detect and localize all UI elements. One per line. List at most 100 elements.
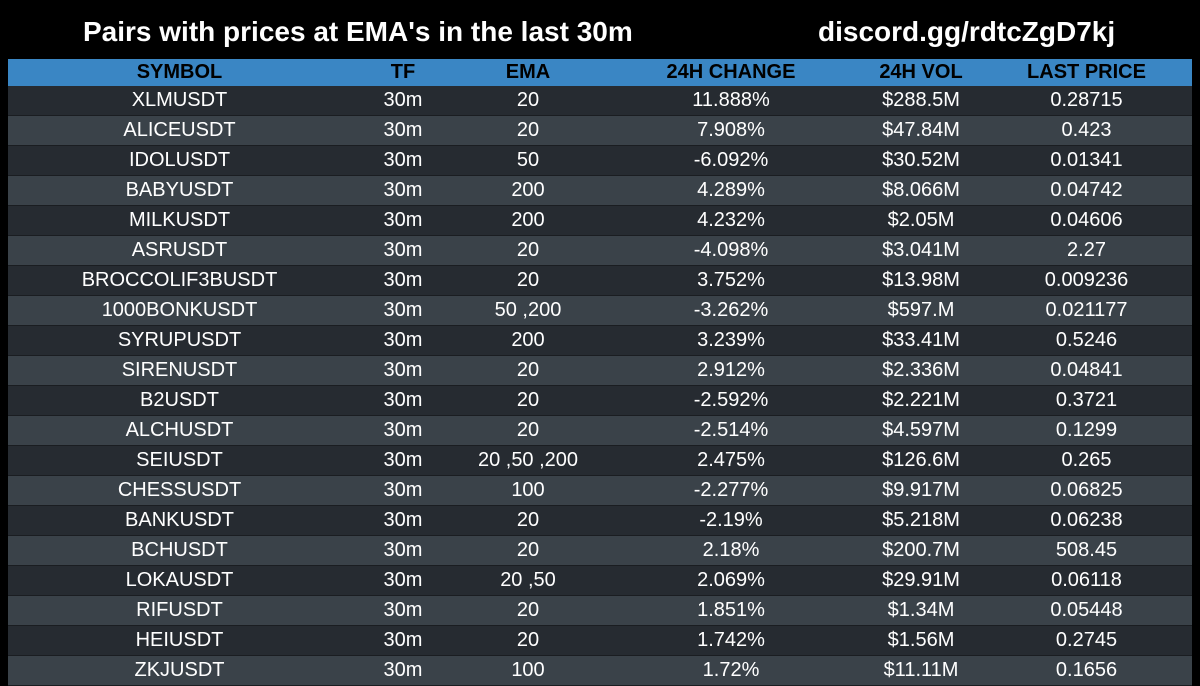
volume-cell: $288.5M [861, 86, 981, 116]
volume-cell: $33.41M [861, 325, 981, 356]
price-cell: 0.021177 [981, 295, 1192, 326]
ema-cell: 20 [455, 385, 601, 416]
ema-cell: 200 [455, 175, 601, 206]
volume-cell: $126.6M [861, 445, 981, 476]
ema-cell: 20 [455, 595, 601, 626]
price-cell: 0.04841 [981, 355, 1192, 386]
volume-cell: $2.336M [861, 355, 981, 386]
column-header-tf: TF [390, 61, 416, 83]
column-header-symbol: SYMBOL [136, 61, 223, 83]
change-cell: 2.069% [601, 565, 861, 596]
symbol-cell: IDOLUSDT [8, 145, 351, 176]
column-header-24h-change: 24H CHANGE [666, 61, 796, 83]
volume-cell: $1.34M [861, 595, 981, 626]
ema-cell: 20 [455, 86, 601, 116]
symbol-cell: CHESSUSDT [8, 475, 351, 506]
change-cell: 4.232% [601, 205, 861, 236]
table-row: BROCCOLIF3BUSDT 30m 20 3.752% $13.98M 0.00923… [8, 265, 1192, 296]
change-cell: 1.851% [601, 595, 861, 626]
volume-cell: $9.917M [861, 475, 981, 506]
ema-cell: 20 [455, 625, 601, 656]
symbol-cell: SEIUSDT [8, 445, 351, 476]
tf-cell: 30m [351, 445, 455, 476]
table-row: ALICEUSDT 30m 20 7.908% $47.84M 0.423 [8, 115, 1192, 146]
tf-cell: 30m [351, 655, 455, 686]
price-cell: 0.265 [981, 445, 1192, 476]
table-row: ASRUSDT 30m 20 -4.098% $3.041M 2.27 [8, 235, 1192, 266]
table-row: BCHUSDT 30m 20 2.18% $200.7M 508.45 [8, 535, 1192, 566]
table-row: 1000BONKUSDT 30m 50 ,200 -3.262% $597.M 0.021… [8, 295, 1192, 326]
ema-cell: 20 [455, 355, 601, 386]
change-cell: -2.277% [601, 475, 861, 506]
change-cell: -6.092% [601, 145, 861, 176]
tf-cell: 30m [351, 505, 455, 536]
volume-cell: $13.98M [861, 265, 981, 296]
column-header-24h-vol: 24H VOL [879, 61, 963, 83]
tf-cell: 30m [351, 355, 455, 386]
change-cell: 2.475% [601, 445, 861, 476]
table-row: HEIUSDT 30m 20 1.742% $1.56M 0.2745 [8, 625, 1192, 656]
volume-cell: $4.597M [861, 415, 981, 446]
table-row: BABYUSDT 30m 200 4.289% $8.066M 0.04742 [8, 175, 1192, 206]
tf-cell: 30m [351, 325, 455, 356]
ema-cell: 20 [455, 235, 601, 266]
table-row: SYRUPUSDT 30m 200 3.239% $33.41M 0.5246 [8, 325, 1192, 356]
price-cell: 508.45 [981, 535, 1192, 566]
volume-cell: $597.M [861, 295, 981, 326]
symbol-cell: XLMUSDT [8, 86, 351, 116]
table-row: SEIUSDT 30m 20 ,50 ,200 2.475% $126.6M 0.265 [8, 445, 1192, 476]
change-cell: 2.912% [601, 355, 861, 386]
volume-cell: $2.221M [861, 385, 981, 416]
table-row: LOKAUSDT 30m 20 ,50 2.069% $29.91M 0.06118 [8, 565, 1192, 596]
ema-cell: 20 ,50 ,200 [455, 445, 601, 476]
tf-cell: 30m [351, 385, 455, 416]
tf-cell: 30m [351, 205, 455, 236]
column-header-last-price: LAST PRICE [1027, 61, 1146, 83]
symbol-cell: BCHUSDT [8, 535, 351, 566]
price-cell: 0.1656 [981, 655, 1192, 686]
price-cell: 0.3721 [981, 385, 1192, 416]
change-cell: 1.72% [601, 655, 861, 686]
pairs-table: SYMBOL TF EMA 24H CHANGE 24H VOL LAST PR… [8, 59, 1192, 686]
ema-cell: 20 [455, 265, 601, 296]
change-cell: -2.592% [601, 385, 861, 416]
column-header-ema: EMA [505, 61, 551, 83]
price-cell: 0.1299 [981, 415, 1192, 446]
change-cell: -3.262% [601, 295, 861, 326]
change-cell: -2.19% [601, 505, 861, 536]
symbol-cell: 1000BONKUSDT [8, 295, 351, 326]
symbol-cell: RIFUSDT [8, 595, 351, 626]
change-cell: 3.752% [601, 265, 861, 296]
tf-cell: 30m [351, 625, 455, 656]
volume-cell: $5.218M [861, 505, 981, 536]
table-row: XLMUSDT 30m 20 11.888% $288.5M 0.28715 [8, 86, 1192, 116]
price-cell: 0.04606 [981, 205, 1192, 236]
header: Pairs with prices at EMA's in the last 3… [0, 0, 1200, 60]
tf-cell: 30m [351, 595, 455, 626]
price-cell: 2.27 [981, 235, 1192, 266]
price-cell: 0.04742 [981, 175, 1192, 206]
discord-link[interactable]: discord.gg/rdtcZgD7kj [818, 16, 1116, 47]
table-row: BANKUSDT 30m 20 -2.19% $5.218M 0.06238 [8, 505, 1192, 536]
ema-cell: 20 [455, 535, 601, 566]
volume-cell: $29.91M [861, 565, 981, 596]
tf-cell: 30m [351, 115, 455, 146]
tf-cell: 30m [351, 535, 455, 566]
table-row: ZKJUSDT 30m 100 1.72% $11.11M 0.1656 [8, 655, 1192, 686]
volume-cell: $200.7M [861, 535, 981, 566]
tf-cell: 30m [351, 265, 455, 296]
symbol-cell: BROCCOLIF3BUSDT [8, 265, 351, 296]
ema-cell: 200 [455, 325, 601, 356]
table-row: B2USDT 30m 20 -2.592% $2.221M 0.3721 [8, 385, 1192, 416]
ema-cell: 200 [455, 205, 601, 236]
price-cell: 0.28715 [981, 86, 1192, 116]
ema-cell: 100 [455, 655, 601, 686]
volume-cell: $11.11M [861, 655, 981, 686]
change-cell: 2.18% [601, 535, 861, 566]
table-row: MILKUSDT 30m 200 4.232% $2.05M 0.04606 [8, 205, 1192, 236]
ema-cell: 20 [455, 115, 601, 146]
volume-cell: $8.066M [861, 175, 981, 206]
price-cell: 0.01341 [981, 145, 1192, 176]
symbol-cell: LOKAUSDT [8, 565, 351, 596]
tf-cell: 30m [351, 145, 455, 176]
